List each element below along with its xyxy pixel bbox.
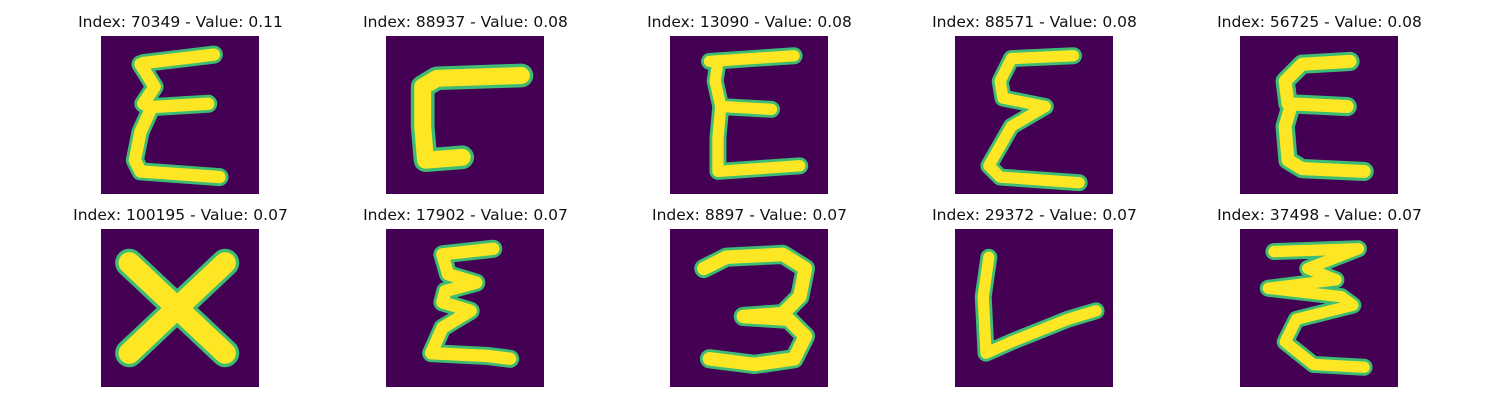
panel-title: Index: 17902 - Value: 0.07 bbox=[363, 206, 568, 224]
panel-7: Index: 17902 - Value: 0.07 bbox=[323, 205, 608, 398]
digit-image bbox=[1240, 229, 1398, 387]
panel-title: Index: 37498 - Value: 0.07 bbox=[1217, 206, 1422, 224]
panel-3: Index: 13090 - Value: 0.08 bbox=[607, 12, 892, 205]
panel-9: Index: 29372 - Value: 0.07 bbox=[892, 205, 1177, 398]
panel-title: Index: 100195 - Value: 0.07 bbox=[73, 206, 288, 224]
digit-image bbox=[101, 229, 259, 387]
panel-5: Index: 56725 - Value: 0.08 bbox=[1177, 12, 1462, 205]
digit-image bbox=[101, 36, 259, 194]
digit-image bbox=[386, 229, 544, 387]
panel-title: Index: 88571 - Value: 0.08 bbox=[932, 13, 1137, 31]
panel-title: Index: 70349 - Value: 0.11 bbox=[78, 13, 283, 31]
panel-title: Index: 13090 - Value: 0.08 bbox=[647, 13, 852, 31]
digit-image bbox=[1240, 36, 1398, 194]
digit-image bbox=[955, 229, 1113, 387]
panel-8: Index: 8897 - Value: 0.07 bbox=[607, 205, 892, 398]
digit-image bbox=[386, 36, 544, 194]
panel-4: Index: 88571 - Value: 0.08 bbox=[892, 12, 1177, 205]
digit-image bbox=[670, 36, 828, 194]
panel-2: Index: 88937 - Value: 0.08 bbox=[323, 12, 608, 205]
panel-6: Index: 100195 - Value: 0.07 bbox=[38, 205, 323, 398]
panel-1: Index: 70349 - Value: 0.11 bbox=[38, 12, 323, 205]
panel-title: Index: 29372 - Value: 0.07 bbox=[932, 206, 1137, 224]
digit-image bbox=[670, 229, 828, 387]
panel-10: Index: 37498 - Value: 0.07 bbox=[1177, 205, 1462, 398]
panel-title: Index: 56725 - Value: 0.08 bbox=[1217, 13, 1422, 31]
panel-title: Index: 88937 - Value: 0.08 bbox=[363, 13, 568, 31]
panel-title: Index: 8897 - Value: 0.07 bbox=[652, 206, 847, 224]
digit-image bbox=[955, 36, 1113, 194]
